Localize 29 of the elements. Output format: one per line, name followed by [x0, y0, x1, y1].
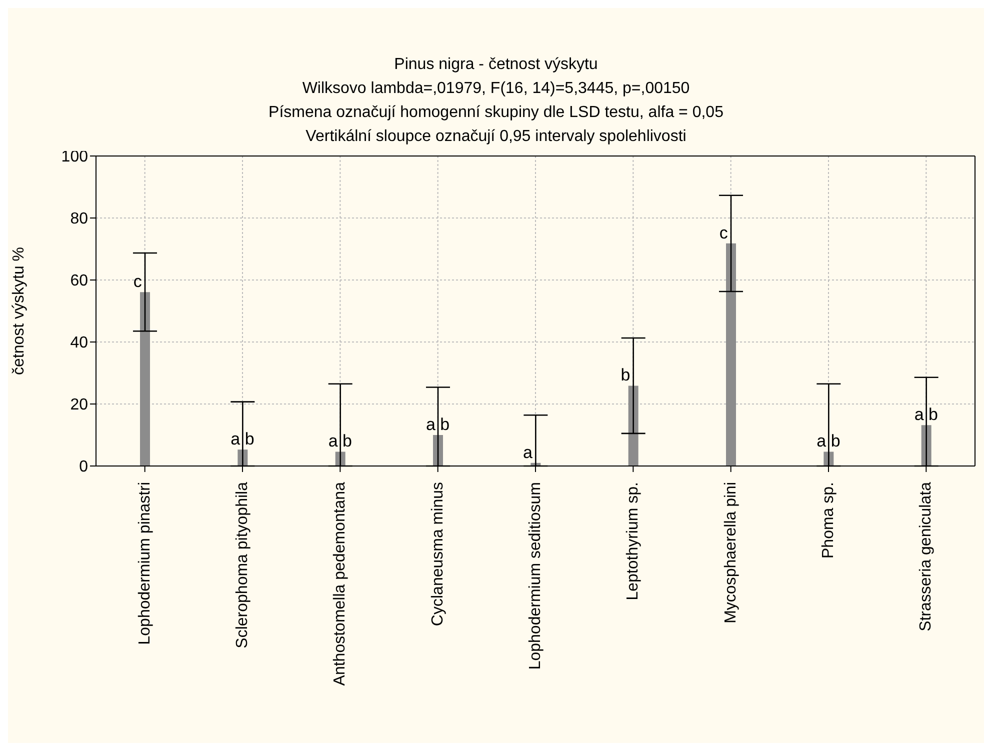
- x-tick-label: Mycosphaerella pini: [722, 482, 740, 624]
- annotation: a: [523, 442, 534, 462]
- x-tick-label: Lophodermium pinastri: [136, 482, 154, 645]
- y-axis-title: četnost výskytu %: [10, 246, 28, 376]
- annotation: a b: [328, 432, 352, 451]
- y-tick-label: 20: [70, 396, 88, 414]
- chart-title: Pinus nigra - četnost výskytu: [393, 55, 599, 75]
- annotation: a b: [426, 415, 450, 434]
- x-tick-label: Anthostomella pedemontana: [332, 482, 349, 686]
- x-tick-label: Leptothyrium sp.: [624, 482, 642, 600]
- bar: [140, 292, 150, 466]
- bar: [628, 386, 638, 466]
- x-tick-label: Cyclaneusma minus: [429, 482, 446, 626]
- y-tick-label: 80: [70, 210, 88, 228]
- annotation: c: [719, 223, 728, 242]
- y-tick-label: 0: [79, 458, 88, 476]
- bar: [726, 243, 736, 466]
- annotation: a b: [816, 432, 840, 451]
- annotation: a b: [914, 405, 938, 424]
- chart-subtitle: Wilksovo lambda=,01979, F(16, 14)=5,3445, p=,00150 Písmena označují homogenní skupiny dle LSD testu, alfa = 0,05 Vertikální sloupce označují 0,95 intervaly spolehlivosti: [268, 79, 724, 147]
- x-tick-label: Lophodermium seditiosum: [527, 482, 544, 670]
- x-tick-label: Strasseria geniculata: [918, 482, 935, 632]
- y-tick-label: 60: [70, 272, 88, 290]
- annotation: c: [133, 272, 142, 292]
- x-tick-label: Sclerophoma pityophila: [234, 482, 251, 648]
- annotation: a b: [230, 430, 254, 449]
- annotation: b: [620, 366, 630, 385]
- x-tick-label: Phoma sp.: [820, 482, 837, 558]
- y-tick-label: 40: [70, 334, 88, 352]
